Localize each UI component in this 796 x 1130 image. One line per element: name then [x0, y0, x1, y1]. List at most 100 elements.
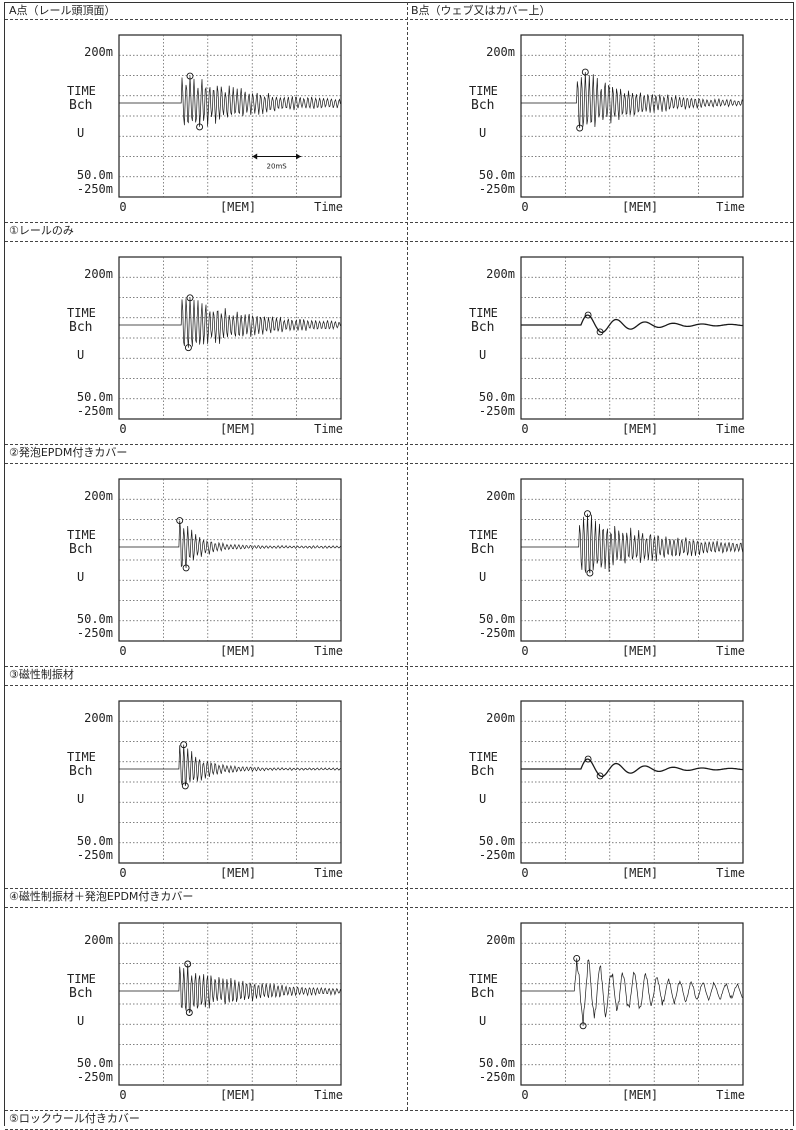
plot-frame — [118, 478, 342, 642]
waveform-trace — [119, 297, 341, 348]
plot-frame — [520, 34, 744, 198]
row-caption: ③磁性制振材 — [9, 668, 74, 681]
peak-min-marker — [586, 569, 594, 577]
mem-label: [MEM] — [220, 866, 256, 880]
peak-min-marker — [184, 344, 192, 352]
mem-label: [MEM] — [622, 644, 658, 658]
y-bottom-label: -250m — [479, 1070, 515, 1084]
x-end-label: Time — [716, 200, 745, 214]
unit-label: U — [479, 570, 486, 584]
x-end-label: Time — [716, 644, 745, 658]
scale-label: 50.0m — [479, 1056, 515, 1070]
mem-label: [MEM] — [220, 644, 256, 658]
row-divider — [5, 666, 793, 667]
oscilloscope-panel: 200m TIME Bch U 50.0m -250m 0 [MEM] Time — [407, 907, 796, 1110]
oscilloscope-panel: 200m TIME Bch U 50.0m -250m 0 [MEM] Time — [5, 685, 407, 888]
waveform-trace — [119, 76, 341, 127]
row-caption: ②発泡EPDM付きカバー — [9, 446, 128, 459]
row-caption: ⑤ロックウール付きカバー — [9, 1112, 140, 1125]
scale-label: 50.0m — [77, 390, 113, 404]
y-top-label: 200m — [84, 267, 113, 281]
x-start-label: 0 — [119, 1088, 126, 1102]
y-bottom-label: -250m — [77, 404, 113, 418]
row-divider — [5, 907, 793, 908]
y-top-label: 200m — [486, 489, 515, 503]
unit-label: U — [479, 1014, 486, 1028]
y-bottom-label: -250m — [479, 626, 515, 640]
waveform-trace — [521, 758, 743, 778]
row-caption: ④磁性制振材＋発泡EPDM付きカバー — [9, 890, 194, 903]
x-end-label: Time — [314, 644, 343, 658]
unit-label: U — [479, 348, 486, 362]
mem-label: [MEM] — [622, 200, 658, 214]
x-end-label: Time — [716, 866, 745, 880]
mode-label: TIME — [469, 972, 498, 986]
peak-max-marker — [186, 72, 194, 80]
mode-label: TIME — [67, 306, 96, 320]
x-start-label: 0 — [119, 422, 126, 436]
peak-max-marker — [184, 960, 192, 968]
y-bottom-label: -250m — [77, 626, 113, 640]
waveform-trace — [521, 314, 743, 334]
oscilloscope-panel: 200m TIME Bch U 50.0m -250m 0 [MEM] Time — [5, 907, 407, 1110]
peak-min-marker — [596, 772, 604, 780]
scale-label: 50.0m — [479, 834, 515, 848]
row-caption: ①レールのみ — [9, 224, 74, 237]
unit-label: U — [77, 792, 84, 806]
plot-frame — [520, 700, 744, 864]
x-end-label: Time — [314, 1088, 343, 1102]
unit-label: U — [479, 126, 486, 140]
arrow-left-icon — [252, 153, 258, 160]
oscilloscope-panel: 200m TIME Bch U 50.0m -250m 0 [MEM] Time 20mS — [5, 19, 407, 222]
y-bottom-label: -250m — [479, 182, 515, 196]
plot-frame — [520, 256, 744, 420]
x-end-label: Time — [314, 422, 343, 436]
waveform-trace — [119, 744, 341, 786]
peak-min-marker — [181, 782, 189, 790]
y-bottom-label: -250m — [479, 404, 515, 418]
header-divider — [5, 19, 793, 20]
plot-frame — [520, 922, 744, 1086]
x-end-label: Time — [314, 866, 343, 880]
y-top-label: 200m — [84, 711, 113, 725]
row-divider — [5, 241, 793, 242]
unit-label: U — [77, 348, 84, 362]
scale-label: 50.0m — [77, 168, 113, 182]
peak-max-marker — [176, 517, 184, 525]
table-top-border — [5, 2, 793, 3]
channel-label: Bch — [69, 98, 92, 113]
y-top-label: 200m — [84, 933, 113, 947]
plot-frame — [520, 478, 744, 642]
peak-min-marker — [196, 123, 204, 131]
oscilloscope-panel: 200m TIME Bch U 50.0m -250m 0 [MEM] Time — [5, 463, 407, 666]
y-top-label: 200m — [84, 45, 113, 59]
peak-min-marker — [579, 1022, 587, 1030]
column-header-b: B点（ウェブ又はカバー上） — [411, 4, 551, 17]
unit-label: U — [77, 570, 84, 584]
row-divider — [5, 444, 793, 445]
mode-label: TIME — [67, 528, 96, 542]
channel-label: Bch — [69, 986, 92, 1001]
row-divider — [5, 1110, 793, 1111]
y-bottom-label: -250m — [77, 182, 113, 196]
waveform-trace — [521, 513, 744, 574]
oscilloscope-panel: 200m TIME Bch U 50.0m -250m 0 [MEM] Time — [407, 19, 796, 222]
mode-label: TIME — [67, 84, 96, 98]
x-start-label: 0 — [119, 866, 126, 880]
unit-label: U — [77, 1014, 84, 1028]
x-start-label: 0 — [521, 422, 528, 436]
row-divider — [5, 685, 793, 686]
oscilloscope-panel: 200m TIME Bch U 50.0m -250m 0 [MEM] Time — [407, 685, 796, 888]
x-start-label: 0 — [521, 866, 528, 880]
arrow-right-icon — [296, 153, 302, 160]
oscilloscope-panel: 200m TIME Bch U 50.0m -250m 0 [MEM] Time — [407, 463, 796, 666]
mode-label: TIME — [469, 528, 498, 542]
plot-frame — [118, 34, 342, 198]
y-top-label: 200m — [486, 267, 515, 281]
mem-label: [MEM] — [220, 200, 256, 214]
row-divider — [5, 463, 793, 464]
